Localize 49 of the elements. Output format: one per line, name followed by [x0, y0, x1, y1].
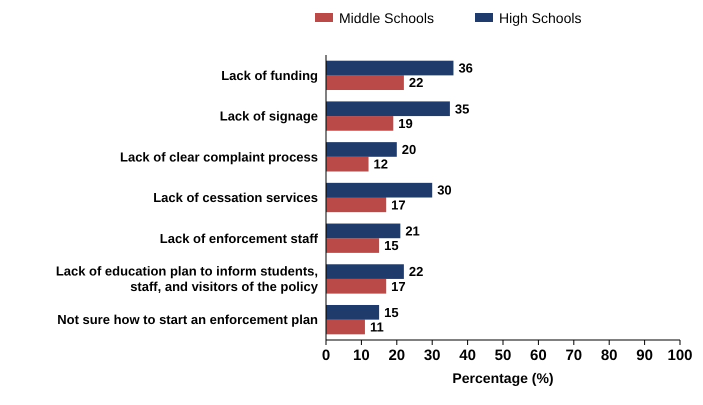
bar — [326, 156, 368, 172]
x-axis-title: Percentage (%) — [452, 370, 554, 386]
x-tick-label: 60 — [530, 347, 547, 364]
bar — [326, 320, 365, 334]
data-label: 22 — [408, 264, 424, 280]
bar — [326, 182, 432, 198]
x-tick-label: 20 — [388, 347, 406, 364]
data-label: 30 — [437, 182, 452, 198]
y-tick-label: Lack of cessation services — [153, 190, 318, 206]
bar — [326, 238, 380, 253]
legend-label: High Schools — [499, 10, 582, 26]
bar — [326, 198, 386, 212]
x-tick-label: 30 — [424, 347, 441, 364]
data-label: 22 — [408, 75, 424, 90]
data-label: 21 — [405, 223, 420, 238]
data-label: 35 — [454, 101, 470, 116]
bar — [326, 116, 394, 131]
bar — [326, 304, 380, 320]
x-tick-label: 40 — [459, 347, 476, 364]
y-tick-label: Lack of signage — [220, 108, 318, 124]
y-tick-label: Lack of clear complaint process — [120, 149, 318, 164]
data-label: 20 — [402, 142, 416, 158]
data-label: 17 — [391, 278, 406, 294]
bar — [326, 60, 454, 76]
data-label: 17 — [391, 197, 406, 212]
x-tick-label: 10 — [353, 347, 370, 364]
data-label: 11 — [370, 320, 384, 335]
data-label: 36 — [458, 60, 473, 76]
y-tick-label: Lack of enforcement staff — [160, 230, 319, 246]
x-tick-label: 70 — [565, 347, 582, 364]
x-tick-label: 80 — [600, 347, 618, 364]
bar — [326, 264, 404, 279]
x-tick-label: 100 — [667, 347, 693, 364]
bar — [326, 224, 400, 238]
y-tick-label: Lack of education plan to inform students, staff, and visitors of the policy — [56, 263, 319, 294]
x-tick-label: 50 — [494, 347, 512, 364]
bar — [326, 101, 450, 116]
x-tick-label: 0 — [322, 347, 330, 364]
data-label: 15 — [384, 304, 399, 320]
bar — [326, 75, 404, 90]
legend-label: Middle Schools — [339, 10, 434, 26]
data-label: 19 — [398, 116, 413, 131]
y-tick-label: Not sure how to start an enforcement plan — [57, 312, 318, 328]
y-tick-label: Lack of funding — [221, 68, 318, 83]
bar — [326, 142, 397, 157]
data-label: 15 — [384, 238, 399, 254]
data-label: 12 — [373, 156, 388, 172]
bar — [326, 278, 386, 294]
x-tick-label: 90 — [636, 347, 653, 364]
